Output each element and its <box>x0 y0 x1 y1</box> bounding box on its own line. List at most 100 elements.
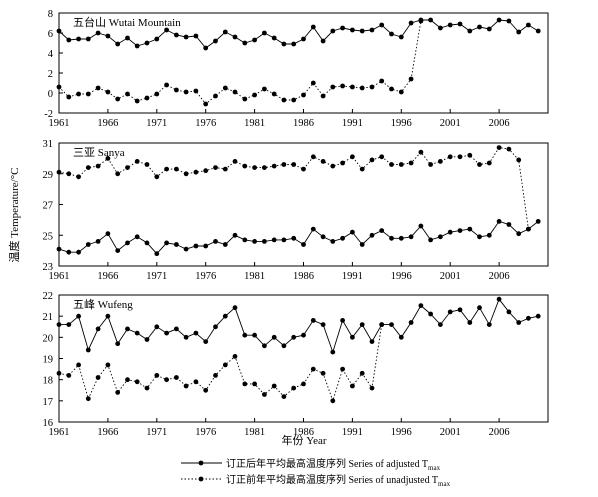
data-point-adjusted <box>154 251 160 257</box>
data-point-unadjusted <box>457 154 463 160</box>
data-point-adjusted <box>144 240 150 246</box>
series-line-adjusted <box>58 220 539 255</box>
data-point-adjusted <box>301 332 306 338</box>
data-point-adjusted <box>203 45 209 51</box>
data-point-unadjusted <box>76 91 81 97</box>
x-tick-label: 1966 <box>97 427 118 438</box>
data-point-adjusted <box>183 34 189 40</box>
data-point-adjusted <box>457 307 463 313</box>
data-point-adjusted <box>262 30 267 36</box>
y-tick-label: 31 <box>43 139 54 150</box>
data-point-unadjusted <box>164 166 170 172</box>
data-point-unadjusted <box>242 381 248 387</box>
data-point-unadjusted <box>320 93 326 99</box>
data-point-unadjusted <box>398 89 404 95</box>
data-point-unadjusted <box>85 396 91 402</box>
data-point-unadjusted <box>105 89 111 95</box>
series-line-unadjusted <box>58 147 529 230</box>
x-tick-label: 1981 <box>244 427 265 438</box>
y-tick-label: 20 <box>43 333 54 344</box>
data-point-adjusted <box>477 305 482 311</box>
data-point-adjusted <box>428 237 433 243</box>
data-point-adjusted <box>408 20 414 26</box>
data-point-adjusted <box>359 322 365 327</box>
data-point-adjusted <box>154 324 160 330</box>
y-tick-label: 27 <box>43 201 54 212</box>
data-point-adjusted <box>262 343 267 349</box>
data-point-unadjusted <box>389 162 394 167</box>
data-point-adjusted <box>203 243 209 249</box>
data-point-adjusted <box>320 38 326 44</box>
y-tick-label: 19 <box>43 355 54 366</box>
data-point-adjusted <box>526 315 531 321</box>
data-point-adjusted <box>447 22 453 28</box>
x-tick-label: 1971 <box>146 271 167 282</box>
data-point-unadjusted <box>369 157 375 163</box>
data-point-adjusted <box>408 320 414 325</box>
data-point-unadjusted <box>203 168 209 174</box>
data-point-adjusted <box>242 237 248 243</box>
data-point-unadjusted <box>262 392 267 397</box>
data-point-adjusted <box>291 41 297 47</box>
x-tick-label: 1976 <box>195 118 216 129</box>
x-axis-label: 年份 Year <box>281 433 326 447</box>
data-point-adjusted <box>438 25 443 31</box>
data-point-adjusted <box>535 313 541 319</box>
data-point-unadjusted <box>95 85 101 91</box>
data-point-unadjusted <box>105 362 111 368</box>
data-point-adjusted <box>496 17 502 23</box>
data-point-unadjusted <box>76 362 81 368</box>
data-point-adjusted <box>271 35 277 41</box>
data-point-adjusted <box>369 339 375 344</box>
data-point-unadjusted <box>281 394 287 399</box>
x-tick-label: 1991 <box>342 271 363 282</box>
data-point-adjusted <box>105 231 111 237</box>
data-point-adjusted <box>330 349 336 355</box>
data-point-adjusted <box>66 322 72 327</box>
data-point-unadjusted <box>144 162 150 167</box>
data-point-adjusted <box>242 40 248 46</box>
data-point-unadjusted <box>477 162 482 167</box>
data-point-adjusted <box>477 24 482 30</box>
data-point-adjusted <box>369 232 375 238</box>
y-tick-label: 6 <box>48 29 53 40</box>
x-tick-label: 1996 <box>391 427 412 438</box>
data-point-unadjusted <box>281 162 287 167</box>
data-point-unadjusted <box>526 226 531 232</box>
data-point-unadjusted <box>213 373 218 378</box>
data-point-adjusted <box>76 249 81 255</box>
data-point-unadjusted <box>252 165 257 171</box>
data-point-adjusted <box>281 41 287 47</box>
x-tick-label: 1981 <box>244 118 265 129</box>
data-point-adjusted <box>379 228 385 234</box>
data-point-adjusted <box>115 341 121 347</box>
data-point-adjusted <box>134 43 140 49</box>
y-tick-label: 0 <box>48 89 53 100</box>
data-point-adjusted <box>144 337 150 342</box>
data-point-adjusted <box>105 313 111 319</box>
data-point-unadjusted <box>398 162 404 167</box>
data-point-adjusted <box>242 332 248 338</box>
data-point-unadjusted <box>242 163 248 169</box>
data-point-unadjusted <box>418 18 424 24</box>
data-point-unadjusted <box>193 379 199 385</box>
data-point-adjusted <box>535 219 541 224</box>
data-point-unadjusted <box>213 165 218 171</box>
y-tick-label: 21 <box>43 312 54 323</box>
data-point-unadjusted <box>232 89 238 95</box>
data-point-unadjusted <box>418 149 424 155</box>
data-point-unadjusted <box>271 163 277 169</box>
data-point-unadjusted <box>85 91 91 97</box>
data-point-adjusted <box>222 242 228 247</box>
data-point-unadjusted <box>183 171 189 177</box>
data-point-unadjusted <box>301 92 306 98</box>
data-point-adjusted <box>496 219 502 224</box>
legend-adjusted: 订正后年平均最高温度序列 Series of adjusted Tmax <box>226 457 441 472</box>
data-point-unadjusted <box>291 97 297 103</box>
data-point-unadjusted <box>164 377 170 383</box>
data-point-adjusted <box>506 18 512 24</box>
data-point-adjusted <box>222 313 228 319</box>
data-point-adjusted <box>320 234 326 240</box>
